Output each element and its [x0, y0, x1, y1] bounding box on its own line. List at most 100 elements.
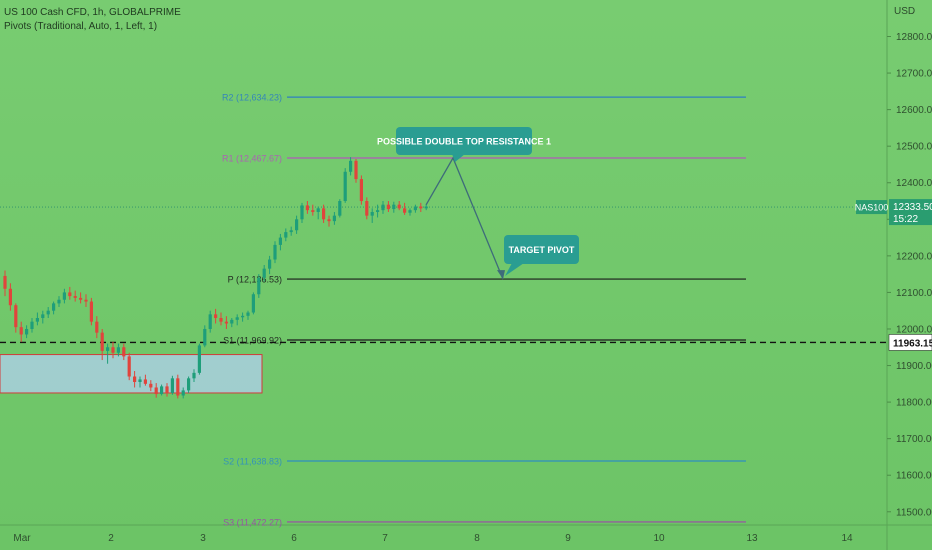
candle-body [322, 208, 326, 220]
candle-body [359, 179, 363, 202]
pivot-label-s2: S2 (11,638.83) [223, 457, 282, 467]
candle-body [143, 379, 147, 384]
candle-body [62, 292, 66, 300]
pivot-label-s1: S1 (11,969.92) [223, 335, 282, 345]
candle-body [8, 288, 12, 306]
candle-body [214, 314, 218, 319]
double-top-callout-tail [452, 154, 465, 162]
candle-body [386, 204, 390, 210]
candle-body [257, 277, 261, 295]
x-tick-label: 9 [565, 533, 571, 544]
candle-body [424, 206, 428, 209]
candle-body [224, 321, 228, 324]
candle-body [133, 376, 137, 382]
candle-body [176, 378, 180, 396]
target-pivot-callout-text: TARGET PIVOT [509, 245, 575, 255]
candle-body [25, 328, 29, 335]
candle-body [278, 237, 282, 245]
candle-body [268, 259, 272, 269]
symbol-tag [856, 200, 887, 215]
candle-body [419, 206, 423, 209]
y-tick-label: 12200.00 [896, 251, 932, 262]
y-tick-label: 11500.00 [896, 507, 932, 518]
candle-body [35, 318, 39, 322]
candle-body [235, 317, 239, 320]
candle-body [289, 230, 293, 233]
candle-body [138, 379, 142, 382]
x-tick-label: 6 [291, 533, 297, 544]
pivot-label-r1: R1 (12,467.67) [222, 153, 282, 163]
y-tick-label: 11900.00 [896, 361, 932, 372]
candle-body [332, 215, 336, 222]
candle-body [192, 372, 196, 379]
projection-path [425, 156, 504, 280]
support-zone-box [0, 354, 263, 394]
pivot-label-s3: S3 (11,472.27) [223, 517, 282, 527]
candle-body [106, 347, 110, 351]
candle-body [170, 378, 174, 393]
double-top-callout-box [396, 127, 532, 155]
candle-body [354, 160, 358, 180]
x-tick-label: 2 [108, 533, 114, 544]
candle-body [46, 310, 50, 315]
candle-body [19, 327, 23, 335]
y-tick-label: 12700.00 [896, 69, 932, 80]
candle-body [311, 210, 315, 212]
dashed-level-tag [888, 334, 932, 351]
candle-body [68, 292, 72, 297]
candle-body [273, 244, 277, 260]
candle-body [127, 356, 131, 377]
candle-body [41, 314, 45, 319]
candle-body [241, 315, 245, 318]
candle-body [116, 347, 120, 353]
candle-body [403, 208, 407, 213]
candle-body [30, 321, 34, 329]
pivot-label-r2: R2 (12,634.23) [222, 93, 282, 103]
candle-body [230, 319, 234, 324]
x-tick-label: Mar [13, 533, 31, 544]
candle-body [365, 201, 369, 216]
symbol-title: US 100 Cash CFD, 1h, GLOBALPRIME [4, 7, 181, 18]
projection-arrowhead [497, 270, 505, 280]
indicator-title: Pivots (Traditional, Auto, 1, Left, 1) [4, 21, 158, 32]
candle-body [100, 332, 104, 351]
candle-body [284, 232, 288, 238]
candle-body [262, 268, 266, 278]
candle-body [3, 275, 7, 289]
x-tick-label: 14 [841, 533, 853, 544]
double-top-callout: POSSIBLE DOUBLE TOP RESISTANCE 1 [377, 127, 551, 162]
candle-body [111, 347, 115, 353]
candle-body [181, 390, 185, 396]
x-tick-label: 10 [653, 533, 665, 544]
candle-body [370, 211, 374, 216]
candle-body [79, 297, 83, 300]
candle-body [338, 201, 342, 216]
candle-body [219, 318, 223, 322]
candle-body [84, 299, 88, 302]
pivot-label-p: P (12,136.53) [228, 275, 282, 285]
current-price-value: 12333.50 [893, 202, 932, 213]
candle-body [197, 345, 201, 373]
candle-body [203, 328, 207, 346]
dashed-level-label: 11963.15 [893, 338, 932, 349]
candle-body [349, 160, 353, 172]
y-tick-label: 12400.00 [896, 178, 932, 189]
x-tick-label: 3 [200, 533, 206, 544]
y-tick-label: 12100.00 [896, 288, 932, 299]
candle-body [154, 387, 158, 395]
candle-body [408, 210, 412, 213]
x-tick-label: 8 [474, 533, 480, 544]
candle-body [187, 378, 191, 391]
candle-body [52, 303, 56, 311]
countdown-value: 15:22 [893, 214, 918, 225]
double-top-callout-text: POSSIBLE DOUBLE TOP RESISTANCE 1 [377, 137, 551, 147]
candle-body [327, 219, 331, 222]
y-tick-label: 11800.00 [896, 398, 932, 409]
y-tick-label: 12800.00 [896, 32, 932, 43]
candle-body [343, 171, 347, 202]
candle-body [376, 210, 380, 212]
candle-body [73, 296, 77, 298]
candle-body [14, 305, 18, 328]
